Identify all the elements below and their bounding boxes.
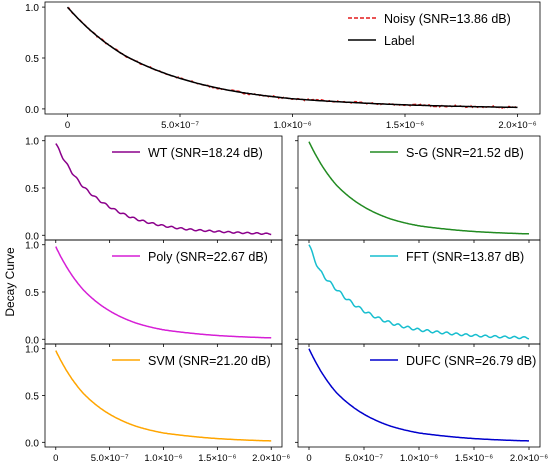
x-tick-label: 5.0×10⁻⁷ — [91, 453, 129, 464]
y-tick-label: 1.0 — [25, 345, 39, 356]
panel-row3-left: 0.0 0.5 1.0 0 5.0×10⁻⁷ 1.0×10⁻⁶ 1.5×10⁻⁶ 2.0×10… — [25, 343, 290, 464]
x-tick-label: 2.0×10⁻⁶ — [498, 120, 536, 131]
legend-label: S-G (SNR=21.52 dB) — [406, 146, 524, 160]
legend-label: Noisy (SNR=13.86 dB) — [384, 12, 511, 26]
legend-label: Poly (SNR=22.67 dB) — [148, 250, 268, 264]
panel-row1-left: 0.0 0.5 1.0 WT (SNR=18.24 dB) — [25, 135, 283, 243]
y-tick-label: 0.0 — [25, 231, 39, 242]
panel-row2-right: FFT (SNR=13.87 dB) — [295, 239, 541, 347]
x-tick-label: 2.0×10⁻⁶ — [510, 453, 548, 464]
x-tick-label: 1.5×10⁻⁶ — [198, 453, 236, 464]
x-tick-label: 1.5×10⁻⁶ — [455, 453, 493, 464]
y-tick-label: 0.5 — [25, 288, 39, 299]
x-tick-label: 1.0×10⁻⁶ — [144, 453, 182, 464]
x-tick-label: 5.0×10⁻⁷ — [161, 120, 199, 131]
y-tick-label: 0.0 — [25, 335, 39, 346]
legend-label: Label — [384, 34, 415, 48]
panel-top: 0.0 0.5 1.0 0 5.0×10⁻⁷ 1.0×10⁻⁶ 1.5×10⁻⁶ 2.0×10… — [25, 1, 541, 131]
series-line-0 — [55, 143, 272, 236]
y-tick-label: 0.0 — [25, 105, 39, 116]
y-tick-label: 1.0 — [25, 137, 39, 148]
y-tick-label: 0.0 — [25, 438, 39, 449]
series-line-0 — [55, 246, 272, 339]
series-line-0 — [308, 244, 530, 340]
panel-row3-right: 0 5.0×10⁻⁷ 1.0×10⁻⁶ 1.5×10⁻⁶ 2.0×10⁻⁶ DUFC (S… — [295, 343, 548, 464]
legend-label: FFT (SNR=13.87 dB) — [406, 250, 524, 264]
series-line-0 — [308, 348, 529, 442]
panel-row1-right: S-G (SNR=21.52 dB) — [295, 135, 541, 243]
x-tick-label: 1.5×10⁻⁶ — [386, 120, 424, 131]
y-tick-label: 0.5 — [25, 184, 39, 195]
x-tick-label: 2.0×10⁻⁶ — [252, 453, 290, 464]
legend-label: SVM (SNR=21.20 dB) — [148, 354, 271, 368]
x-tick-label: 5.0×10⁻⁷ — [345, 453, 383, 464]
y-tick-label: 0.5 — [25, 392, 39, 403]
x-tick-label: 0 — [306, 453, 311, 464]
x-tick-label: 0 — [53, 453, 58, 464]
panel-row2-left: 0.0 0.5 1.0 Poly (SNR=22.67 dB) — [25, 239, 283, 347]
legend-label: DUFC (SNR=26.79 dB) — [406, 354, 536, 368]
shared-y-axis-label: Decay Curve — [3, 247, 17, 317]
y-tick-label: 1.0 — [25, 241, 39, 252]
x-tick-label: 1.0×10⁻⁶ — [273, 120, 311, 131]
legend-label: WT (SNR=18.24 dB) — [148, 146, 263, 160]
x-tick-label: 1.0×10⁻⁶ — [400, 453, 438, 464]
y-tick-label: 0.5 — [25, 54, 39, 65]
series-line-1 — [66, 6, 518, 109]
series-line-0 — [55, 350, 272, 442]
series-line-0 — [308, 141, 530, 235]
y-tick-label: 1.0 — [25, 3, 39, 14]
x-tick-label: 0 — [65, 120, 70, 131]
